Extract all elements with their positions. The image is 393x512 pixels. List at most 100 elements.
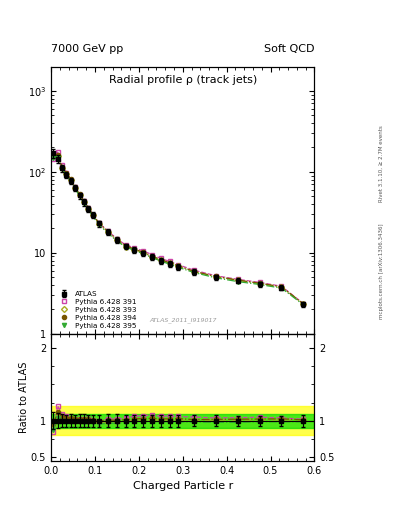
Pythia 6.428 391 [301, 301, 306, 307]
Pythia 6.428 391 [123, 242, 128, 248]
Bar [51, 407, 314, 435]
Pythia 6.428 395 [77, 193, 82, 199]
Pythia 6.428 391 [64, 169, 69, 176]
Pythia 6.428 395 [82, 200, 86, 206]
Pythia 6.428 391 [55, 149, 60, 155]
Pythia 6.428 391 [115, 236, 119, 242]
Pythia 6.428 393 [176, 263, 181, 269]
Pythia 6.428 394 [106, 229, 110, 235]
Pythia 6.428 394 [158, 257, 163, 263]
Pythia 6.428 393 [106, 229, 110, 236]
Pythia 6.428 393 [55, 154, 60, 160]
Pythia 6.428 393 [97, 221, 102, 227]
Line: Pythia 6.428 394: Pythia 6.428 394 [51, 153, 305, 306]
Pythia 6.428 394 [150, 253, 154, 259]
Pythia 6.428 391 [73, 184, 77, 190]
Legend: ATLAS, Pythia 6.428 391, Pythia 6.428 393, Pythia 6.428 394, Pythia 6.428 395: ATLAS, Pythia 6.428 391, Pythia 6.428 39… [55, 290, 138, 330]
Pythia 6.428 391 [90, 211, 95, 218]
Pythia 6.428 394 [167, 260, 172, 266]
Pythia 6.428 393 [257, 281, 262, 287]
Pythia 6.428 391 [191, 267, 196, 273]
Pythia 6.428 395 [90, 213, 95, 219]
Pythia 6.428 393 [77, 193, 82, 199]
Text: ATLAS_2011_I919017: ATLAS_2011_I919017 [149, 317, 217, 323]
Pythia 6.428 393 [158, 257, 163, 263]
Pythia 6.428 393 [123, 244, 128, 250]
Pythia 6.428 393 [150, 254, 154, 260]
Pythia 6.428 394 [73, 184, 77, 190]
Pythia 6.428 394 [97, 220, 102, 226]
Pythia 6.428 395 [73, 185, 77, 191]
Pythia 6.428 393 [191, 268, 196, 274]
Y-axis label: Ratio to ATLAS: Ratio to ATLAS [20, 361, 29, 433]
Pythia 6.428 391 [68, 177, 73, 183]
Pythia 6.428 393 [213, 273, 218, 280]
Pythia 6.428 393 [301, 301, 306, 307]
Pythia 6.428 391 [86, 205, 91, 211]
Pythia 6.428 395 [115, 238, 119, 244]
Pythia 6.428 391 [167, 259, 172, 265]
Pythia 6.428 391 [132, 245, 137, 251]
Pythia 6.428 394 [55, 152, 60, 158]
Pythia 6.428 394 [301, 301, 306, 307]
Pythia 6.428 394 [77, 191, 82, 198]
Pythia 6.428 394 [68, 176, 73, 182]
Pythia 6.428 394 [64, 170, 69, 176]
Pythia 6.428 395 [68, 178, 73, 184]
Pythia 6.428 391 [51, 156, 56, 162]
Pythia 6.428 395 [213, 275, 218, 281]
Pythia 6.428 394 [90, 211, 95, 218]
X-axis label: Charged Particle r: Charged Particle r [132, 481, 233, 491]
Pythia 6.428 391 [150, 251, 154, 258]
Pythia 6.428 394 [82, 199, 86, 205]
Pythia 6.428 394 [51, 152, 56, 158]
Pythia 6.428 395 [191, 269, 196, 275]
Pythia 6.428 393 [73, 185, 77, 191]
Pythia 6.428 394 [235, 277, 240, 283]
Pythia 6.428 395 [167, 261, 172, 267]
Line: Pythia 6.428 395: Pythia 6.428 395 [51, 156, 305, 307]
Pythia 6.428 395 [60, 165, 64, 172]
Pythia 6.428 394 [213, 273, 218, 280]
Pythia 6.428 393 [167, 260, 172, 266]
Line: Pythia 6.428 393: Pythia 6.428 393 [51, 153, 305, 306]
Pythia 6.428 394 [115, 237, 119, 243]
Pythia 6.428 393 [115, 237, 119, 243]
Pythia 6.428 395 [150, 254, 154, 261]
Pythia 6.428 391 [77, 191, 82, 198]
Pythia 6.428 391 [213, 272, 218, 279]
Pythia 6.428 395 [176, 264, 181, 270]
Pythia 6.428 395 [97, 222, 102, 228]
Pythia 6.428 391 [141, 248, 146, 254]
Pythia 6.428 391 [106, 228, 110, 234]
Line: Pythia 6.428 391: Pythia 6.428 391 [51, 150, 306, 306]
Pythia 6.428 393 [279, 284, 284, 290]
Pythia 6.428 395 [279, 285, 284, 291]
Pythia 6.428 394 [86, 205, 91, 211]
Pythia 6.428 391 [60, 162, 64, 168]
Pythia 6.428 391 [176, 262, 181, 268]
Pythia 6.428 391 [97, 220, 102, 226]
Pythia 6.428 395 [141, 251, 146, 257]
Pythia 6.428 393 [60, 164, 64, 170]
Pythia 6.428 393 [51, 152, 56, 158]
Pythia 6.428 393 [235, 278, 240, 284]
Pythia 6.428 391 [279, 283, 284, 289]
Pythia 6.428 393 [90, 212, 95, 219]
Text: Rivet 3.1.10, ≥ 2.7M events: Rivet 3.1.10, ≥ 2.7M events [379, 125, 384, 202]
Pythia 6.428 395 [64, 172, 69, 178]
Pythia 6.428 395 [235, 279, 240, 285]
Text: 7000 GeV pp: 7000 GeV pp [51, 44, 123, 54]
Pythia 6.428 391 [158, 255, 163, 262]
Pythia 6.428 393 [82, 199, 86, 205]
Pythia 6.428 394 [191, 268, 196, 274]
Pythia 6.428 393 [68, 177, 73, 183]
Pythia 6.428 394 [176, 263, 181, 269]
Pythia 6.428 394 [279, 284, 284, 290]
Pythia 6.428 395 [51, 155, 56, 161]
Pythia 6.428 394 [257, 280, 262, 286]
Pythia 6.428 395 [123, 244, 128, 250]
Text: Radial profile ρ (track jets): Radial profile ρ (track jets) [108, 75, 257, 84]
Pythia 6.428 395 [301, 302, 306, 308]
Pythia 6.428 391 [235, 276, 240, 282]
